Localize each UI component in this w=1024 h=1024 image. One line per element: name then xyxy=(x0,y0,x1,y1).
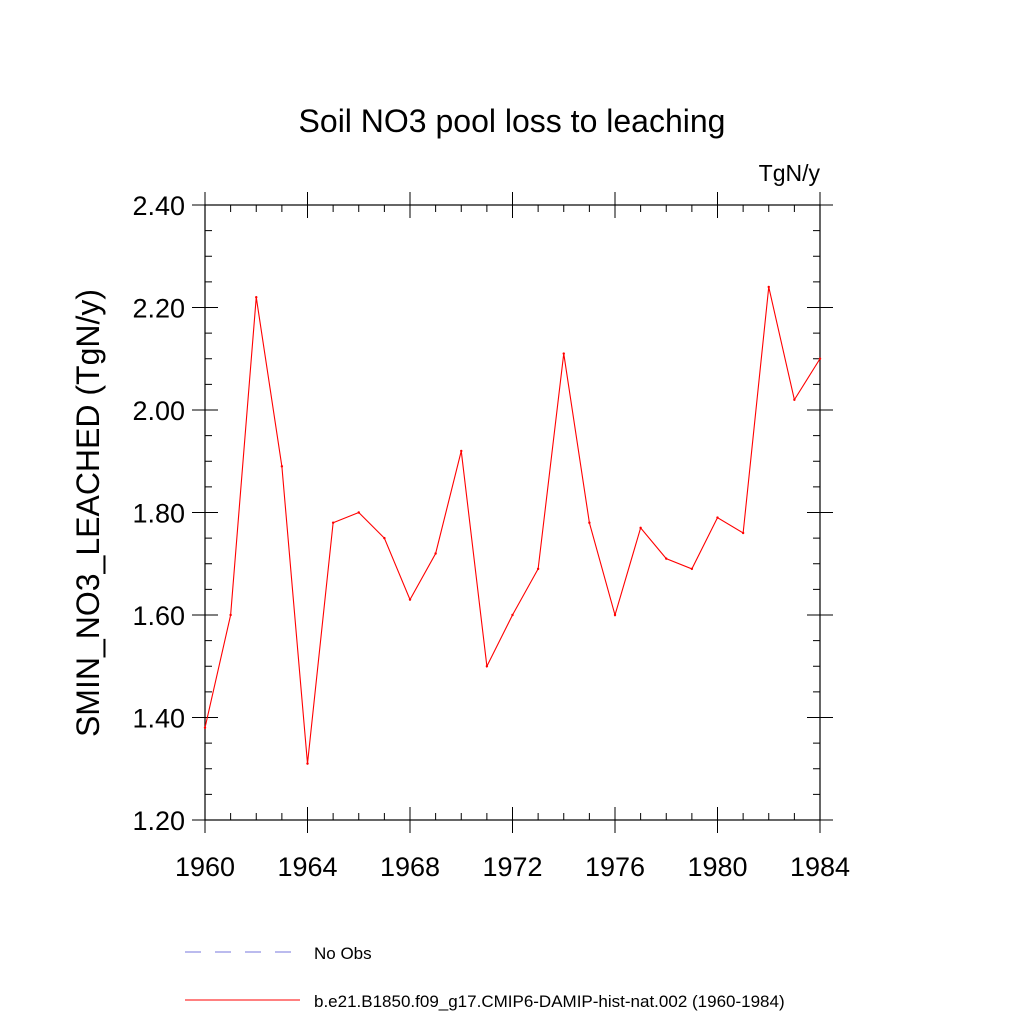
data-point xyxy=(613,613,617,617)
x-tick-label: 1960 xyxy=(175,852,235,882)
plot-border xyxy=(204,204,821,821)
y-tick-label: 1.60 xyxy=(132,601,185,631)
x-tick-label: 1968 xyxy=(380,852,440,882)
data-point xyxy=(306,762,309,765)
y-tick-label: 1.20 xyxy=(132,806,185,836)
x-tick-label: 1984 xyxy=(790,852,850,882)
data-point xyxy=(460,449,463,453)
data-point xyxy=(818,357,822,360)
y-tick-label: 2.00 xyxy=(132,396,185,426)
x-tick-label: 1980 xyxy=(687,852,747,882)
data-point xyxy=(331,521,335,524)
data-point xyxy=(434,552,437,555)
legend-label: b.e21.B1850.f09_g17.CMIP6-DAMIP-hist-nat… xyxy=(314,992,785,1011)
legend-label: No Obs xyxy=(314,944,372,963)
data-point xyxy=(408,598,412,601)
legend: No Obs b.e21.B1850.f09_g17.CMIP6-DAMIP-hi… xyxy=(185,944,785,1011)
units-label: TgN/y xyxy=(759,160,821,186)
data-point xyxy=(511,613,514,617)
x-tick-label: 1976 xyxy=(585,852,645,882)
data-point xyxy=(767,285,770,289)
y-tick-label: 2.40 xyxy=(132,191,185,221)
y-tick-label: 1.40 xyxy=(132,704,185,734)
series-layer xyxy=(203,285,822,765)
chart-title: Soil NO3 pool loss to leaching xyxy=(299,103,726,139)
data-point xyxy=(383,536,386,540)
y-tick-label: 1.80 xyxy=(132,499,185,529)
data-point xyxy=(255,296,258,299)
series-line xyxy=(204,286,821,764)
data-point xyxy=(716,516,719,519)
x-tick-label: 1972 xyxy=(482,852,542,882)
data-point xyxy=(280,465,284,468)
data-point xyxy=(536,567,540,571)
data-point xyxy=(485,665,489,668)
data-point xyxy=(793,398,796,401)
data-point xyxy=(562,352,565,355)
plot-frame xyxy=(204,204,821,821)
data-point xyxy=(588,521,591,524)
data-point xyxy=(690,567,694,571)
data-point xyxy=(229,613,232,617)
y-axis: 1.20 1.40 1.60 1.80 2.00 2.20 2.40 xyxy=(132,191,833,836)
data-point xyxy=(639,526,642,530)
y-axis-label: SMIN_NO3_LEACHED (TgN/y) xyxy=(70,289,106,737)
data-point xyxy=(741,531,745,535)
data-point xyxy=(665,557,668,560)
data-point xyxy=(357,511,360,514)
x-tick-label: 1964 xyxy=(277,852,337,882)
data-point xyxy=(203,726,207,729)
y-tick-label: 2.20 xyxy=(132,294,185,324)
x-axis: 1960 1964 1968 1972 1976 1980 1984 xyxy=(175,192,850,882)
